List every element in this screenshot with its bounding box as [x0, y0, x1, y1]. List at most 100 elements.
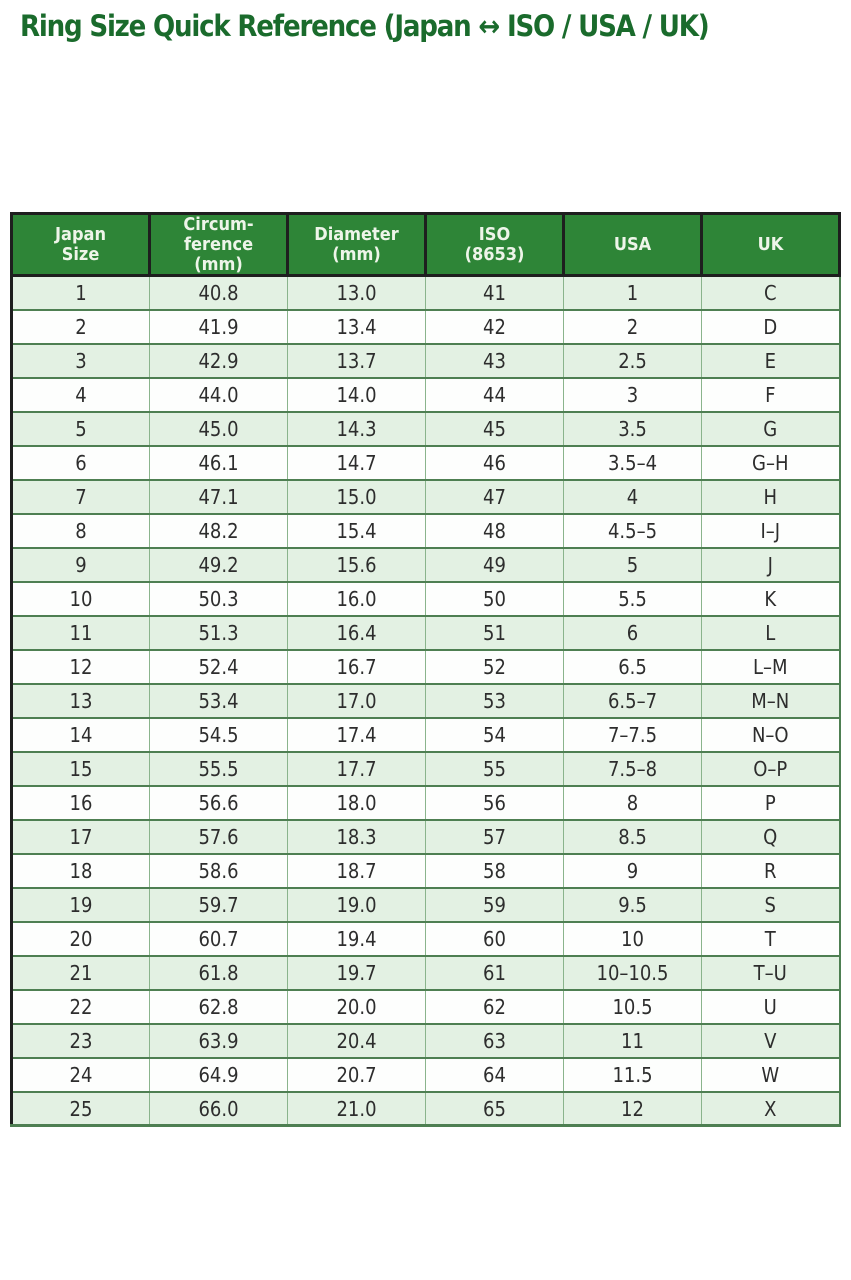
- table-cell: 66.0: [149, 1090, 288, 1127]
- table-cell: 20.0: [287, 988, 426, 1025]
- table-cell: 58.6: [149, 852, 288, 889]
- table-cell: 59: [425, 886, 564, 923]
- table-cell: D: [701, 308, 840, 345]
- table-cell: O–P: [701, 750, 840, 787]
- table-cell: 6: [563, 614, 702, 651]
- table-cell: 10: [11, 580, 150, 617]
- table-cell: 8: [563, 784, 702, 821]
- table-row: 3 42.9 13.7 43 2.5 E: [11, 342, 840, 379]
- table-cell: 19.0: [287, 886, 426, 923]
- table-cell: 3.5: [563, 410, 702, 447]
- table-cell: 48: [425, 512, 564, 549]
- table-cell: Q: [701, 818, 840, 855]
- table-cell: 7.5–8: [563, 750, 702, 787]
- table-cell: 57.6: [149, 818, 288, 855]
- table-cell: 1: [11, 274, 150, 311]
- table-cell: 47: [425, 478, 564, 515]
- table-cell: 45.0: [149, 410, 288, 447]
- table-cell: 7–7.5: [563, 716, 702, 753]
- table-cell: 8: [11, 512, 150, 549]
- table-cell: 44: [425, 376, 564, 413]
- column-header: ISO (8653): [424, 211, 565, 278]
- table-cell: E: [701, 342, 840, 379]
- table-cell: 20.7: [287, 1056, 426, 1093]
- table-cell: M–N: [701, 682, 840, 719]
- table-cell: 7: [11, 478, 150, 515]
- table-cell: 16: [11, 784, 150, 821]
- table-body: 1 40.8 13.0 41 1 C 2 41.9 13.4 42 2 D 3 42.9 13.7 43 2.5…: [11, 274, 840, 1127]
- table-cell: 61: [425, 954, 564, 991]
- table-cell: 14.3: [287, 410, 426, 447]
- table-cell: 10–10.5: [563, 954, 702, 991]
- table-row: 21 61.8 19.7 61 10–10.5 T–U: [11, 954, 840, 991]
- table-cell: 13.0: [287, 274, 426, 311]
- table-cell: 17.4: [287, 716, 426, 753]
- table-cell: 55: [425, 750, 564, 787]
- table-cell: 17: [11, 818, 150, 855]
- table-cell: 15.0: [287, 478, 426, 515]
- table-cell: 3: [563, 376, 702, 413]
- table-cell: 2: [563, 308, 702, 345]
- table-cell: 51: [425, 614, 564, 651]
- table-cell: 52.4: [149, 648, 288, 685]
- table-cell: 24: [11, 1056, 150, 1093]
- ring-size-table: Japan Size Circum- ference (mm) Diameter (…: [10, 211, 841, 1128]
- table-cell: 21: [11, 954, 150, 991]
- table-cell: 16.4: [287, 614, 426, 651]
- table-cell: 3: [11, 342, 150, 379]
- table-cell: 14.7: [287, 444, 426, 481]
- table-cell: 18.7: [287, 852, 426, 889]
- table-cell: 56.6: [149, 784, 288, 821]
- table-cell: G: [701, 410, 840, 447]
- table-row: 25 66.0 21.0 65 12 X: [11, 1090, 840, 1127]
- table-cell: 9: [11, 546, 150, 583]
- table-cell: 11: [563, 1022, 702, 1059]
- table-cell: 11.5: [563, 1056, 702, 1093]
- table-cell: 3.5–4: [563, 444, 702, 481]
- table-cell: 22: [11, 988, 150, 1025]
- table-row: 20 60.7 19.4 60 10 T: [11, 920, 840, 957]
- table-cell: 60.7: [149, 920, 288, 957]
- table-cell: 56: [425, 784, 564, 821]
- table-cell: H: [701, 478, 840, 515]
- table-cell: 58: [425, 852, 564, 889]
- table-row: 17 57.6 18.3 57 8.5 Q: [11, 818, 840, 855]
- table-cell: 51.3: [149, 614, 288, 651]
- table-cell: L–M: [701, 648, 840, 685]
- table-cell: L: [701, 614, 840, 651]
- table-cell: 61.8: [149, 954, 288, 991]
- table-cell: 16.0: [287, 580, 426, 617]
- table-cell: 6.5–7: [563, 682, 702, 719]
- table-cell: 50: [425, 580, 564, 617]
- table-cell: 40.8: [149, 274, 288, 311]
- table-cell: W: [701, 1056, 840, 1093]
- table-row: 7 47.1 15.0 47 4 H: [11, 478, 840, 515]
- table-row: 12 52.4 16.7 52 6.5 L–M: [11, 648, 840, 685]
- column-header: USA: [562, 211, 703, 278]
- table-cell: 4: [11, 376, 150, 413]
- table-cell: 47.1: [149, 478, 288, 515]
- table-row: 11 51.3 16.4 51 6 L: [11, 614, 840, 651]
- table-row: 18 58.6 18.7 58 9 R: [11, 852, 840, 889]
- table-cell: 62: [425, 988, 564, 1025]
- table-cell: 2.5: [563, 342, 702, 379]
- table-cell: 63: [425, 1022, 564, 1059]
- table-cell: G–H: [701, 444, 840, 481]
- table-cell: 45: [425, 410, 564, 447]
- table-cell: 11: [11, 614, 150, 651]
- table-cell: 4.5–5: [563, 512, 702, 549]
- table-cell: U: [701, 988, 840, 1025]
- table-cell: 46: [425, 444, 564, 481]
- table-row: 24 64.9 20.7 64 11.5 W: [11, 1056, 840, 1093]
- table-cell: 8.5: [563, 818, 702, 855]
- table-cell: 15.6: [287, 546, 426, 583]
- table-row: 6 46.1 14.7 46 3.5–4 G–H: [11, 444, 840, 481]
- table-cell: 23: [11, 1022, 150, 1059]
- table-cell: 64.9: [149, 1056, 288, 1093]
- table-cell: 52: [425, 648, 564, 685]
- table-cell: 17.7: [287, 750, 426, 787]
- table-cell: X: [701, 1090, 840, 1127]
- table-cell: 15: [11, 750, 150, 787]
- table-cell: 6: [11, 444, 150, 481]
